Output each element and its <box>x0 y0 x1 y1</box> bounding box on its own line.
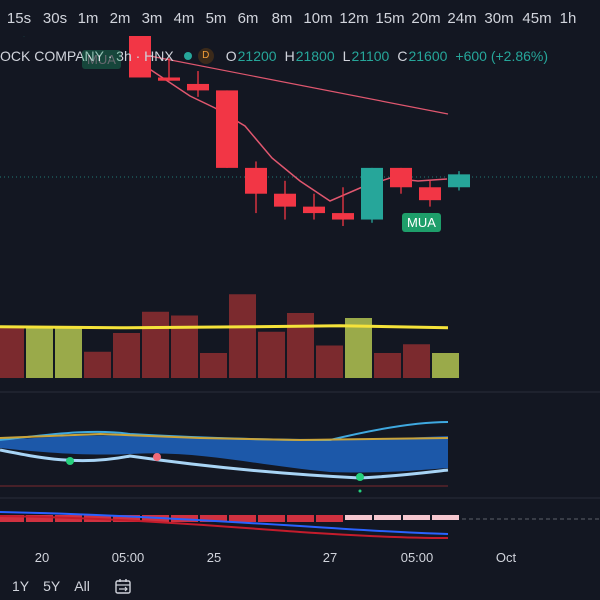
histogram-blue-line <box>0 511 449 535</box>
candle-body <box>361 167 383 220</box>
buy-signal-ghost: MUA <box>82 50 121 69</box>
candle-body <box>448 174 470 188</box>
interval-8m[interactable]: 8m <box>271 9 293 27</box>
volume-bar <box>171 315 198 378</box>
candle-body <box>216 90 238 168</box>
histogram-red-line <box>0 515 449 539</box>
interval-30m[interactable]: 30m <box>484 9 514 27</box>
histogram-bar <box>345 515 372 520</box>
volume-bar <box>142 311 169 378</box>
high-label: H <box>284 48 295 64</box>
high-value: 21800 <box>295 48 335 64</box>
histogram-bar <box>287 515 314 522</box>
time-axis-label: 05:00 <box>400 550 434 565</box>
histogram-bar <box>432 515 459 520</box>
cross-up-dot <box>356 473 364 481</box>
interval-bar: 15s 30s 1m 2m 3m 4m 5m 6m 8m 10m 12m 15m 20m 24m 30m 45… <box>0 0 600 36</box>
change-value: +600 (+2.86%) <box>455 48 549 64</box>
signal-dot <box>358 489 362 493</box>
interval-45m[interactable]: 45m <box>522 9 552 27</box>
histogram-bar <box>200 515 227 522</box>
histogram-bar <box>316 515 343 522</box>
volume-bar <box>374 353 401 378</box>
candle-body <box>419 187 441 201</box>
volume-ma-line <box>0 324 449 330</box>
cross-up-dot <box>66 457 74 465</box>
range-all[interactable]: All <box>74 578 90 594</box>
time-axis-label: 20 <box>34 550 50 565</box>
histogram-bar <box>0 515 24 522</box>
interval-15s[interactable]: 15s <box>6 9 32 27</box>
histogram-bar <box>26 515 53 522</box>
interval-15m[interactable]: 15m <box>375 9 405 27</box>
volume-bar <box>403 344 430 378</box>
candle-body <box>187 83 209 91</box>
histogram-bar <box>113 515 140 522</box>
low-label: L <box>342 48 351 64</box>
interval-1m[interactable]: 1m <box>77 9 99 27</box>
interval-12m[interactable]: 12m <box>339 9 369 27</box>
histogram-bar <box>403 515 430 520</box>
volume-bar <box>229 294 256 378</box>
close-value: 21600 <box>408 48 448 64</box>
volume-bar <box>200 353 227 378</box>
market-status-icon <box>183 52 192 60</box>
histogram-bar <box>258 515 285 522</box>
histogram-bar <box>229 515 256 522</box>
interval-30s[interactable]: 30s <box>42 9 68 27</box>
range-5y[interactable]: 5Y <box>43 578 61 594</box>
interval-2m[interactable]: 2m <box>109 9 131 27</box>
interval-6m[interactable]: 6m <box>237 9 259 27</box>
candle-body <box>129 36 151 78</box>
candle-body <box>245 167 267 194</box>
volume-bar <box>316 345 343 378</box>
signal-line <box>0 432 449 442</box>
volume-bar <box>432 353 459 378</box>
volume-bar <box>55 328 82 378</box>
histogram-bar <box>374 515 401 520</box>
interval-20m[interactable]: 20m <box>411 9 441 27</box>
symbol-title[interactable]: OCK COMPANY · 3h · HNX <box>0 48 174 64</box>
chart-canvas[interactable] <box>0 36 600 546</box>
time-axis[interactable]: 20 05:00 25 27 05:00 Oct <box>0 546 600 570</box>
low-value: 21100 <box>351 48 390 64</box>
candle-body <box>303 206 325 214</box>
buy-signal-badge: MUA <box>402 213 441 232</box>
chart-area[interactable] <box>0 36 600 546</box>
long-ma-line <box>149 55 449 115</box>
candle-body <box>332 213 354 220</box>
cross-down-dot <box>153 453 161 461</box>
interval-1h[interactable]: 1h <box>559 9 577 27</box>
open-value: 21200 <box>237 48 277 64</box>
candle-body <box>158 77 180 81</box>
volume-bar <box>113 333 140 378</box>
interval-24m[interactable]: 24m <box>447 9 477 27</box>
open-label: O <box>225 48 237 64</box>
interval-5m[interactable]: 5m <box>205 9 227 27</box>
volume-bar <box>84 351 111 378</box>
range-bar: 1D1Y5YAll <box>0 572 600 600</box>
volume-bar <box>0 328 24 378</box>
volume-bar <box>345 318 372 378</box>
calendar-range-icon[interactable] <box>114 577 132 595</box>
time-axis-label: 25 <box>206 550 222 565</box>
time-axis-label: Oct <box>495 550 517 565</box>
candle-body <box>274 193 296 207</box>
oscillator-line <box>0 448 449 480</box>
volume-bar <box>287 313 314 378</box>
volume-bar <box>26 328 53 378</box>
interval-10m[interactable]: 10m <box>303 9 333 27</box>
symbol-legend: OCK COMPANY · 3h · HNX D O 21200 H 21800 L… <box>0 46 556 66</box>
time-axis-label: 27 <box>322 550 338 565</box>
volume-bar <box>258 331 285 378</box>
interval-3m[interactable]: 3m <box>141 9 163 27</box>
range-1y[interactable]: 1Y <box>12 578 30 594</box>
candle-body <box>390 167 412 188</box>
time-axis-label: 05:00 <box>111 550 145 565</box>
interval-4m[interactable]: 4m <box>173 9 195 27</box>
close-label: C <box>397 48 408 64</box>
cloud-band <box>0 435 448 473</box>
dividend-badge[interactable]: D <box>197 48 214 64</box>
